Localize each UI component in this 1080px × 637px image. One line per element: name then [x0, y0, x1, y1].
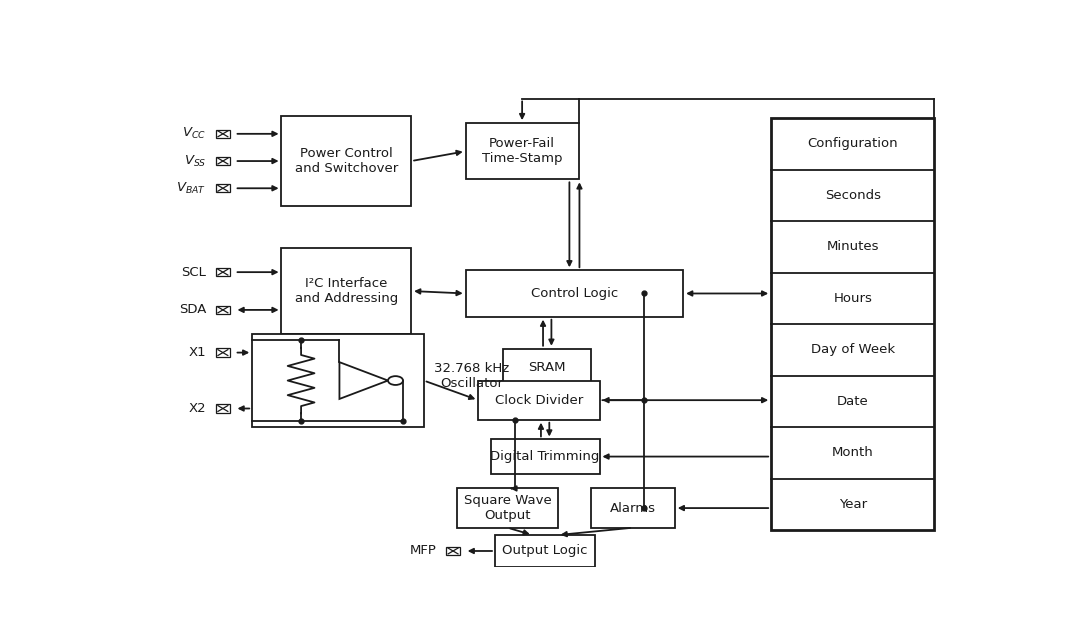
- FancyBboxPatch shape: [490, 440, 599, 474]
- Text: Seconds: Seconds: [825, 189, 880, 202]
- FancyBboxPatch shape: [216, 306, 230, 314]
- Text: $V_{SS}$: $V_{SS}$: [184, 154, 206, 169]
- Text: I²C Interface
and Addressing: I²C Interface and Addressing: [295, 277, 397, 305]
- FancyBboxPatch shape: [503, 348, 591, 385]
- Text: X2: X2: [189, 402, 206, 415]
- FancyBboxPatch shape: [771, 118, 934, 530]
- Text: Date: Date: [837, 395, 868, 408]
- FancyBboxPatch shape: [446, 547, 460, 555]
- Text: 32.768 kHz
Oscillator: 32.768 kHz Oscillator: [434, 362, 509, 390]
- FancyBboxPatch shape: [457, 489, 557, 527]
- FancyBboxPatch shape: [216, 157, 230, 165]
- Text: Configuration: Configuration: [808, 138, 899, 150]
- FancyBboxPatch shape: [591, 489, 675, 527]
- Text: MFP: MFP: [409, 545, 436, 557]
- Text: Day of Week: Day of Week: [811, 343, 895, 356]
- Text: Month: Month: [832, 447, 874, 459]
- Text: Hours: Hours: [834, 292, 873, 305]
- Text: Power-Fail
Time-Stamp: Power-Fail Time-Stamp: [482, 137, 563, 165]
- Text: Minutes: Minutes: [826, 240, 879, 254]
- Text: $V_{BAT}$: $V_{BAT}$: [176, 181, 206, 196]
- FancyBboxPatch shape: [216, 130, 230, 138]
- Text: SRAM: SRAM: [528, 361, 566, 373]
- Text: X1: X1: [189, 346, 206, 359]
- FancyBboxPatch shape: [216, 268, 230, 276]
- Text: Output Logic: Output Logic: [502, 545, 588, 557]
- Text: Clock Divider: Clock Divider: [495, 394, 583, 406]
- Text: Digital Trimming: Digital Trimming: [490, 450, 599, 463]
- Text: SDA: SDA: [179, 303, 206, 317]
- FancyBboxPatch shape: [216, 184, 230, 192]
- Text: Year: Year: [839, 498, 867, 511]
- Text: Power Control
and Switchover: Power Control and Switchover: [295, 147, 397, 175]
- Text: Square Wave
Output: Square Wave Output: [463, 494, 552, 522]
- Text: SCL: SCL: [181, 266, 206, 278]
- FancyBboxPatch shape: [282, 248, 411, 334]
- FancyBboxPatch shape: [216, 404, 230, 413]
- FancyBboxPatch shape: [465, 270, 684, 317]
- FancyBboxPatch shape: [282, 116, 411, 206]
- FancyBboxPatch shape: [253, 334, 423, 427]
- Text: $V_{CC}$: $V_{CC}$: [183, 126, 206, 141]
- FancyBboxPatch shape: [216, 348, 230, 357]
- Text: Alarms: Alarms: [610, 501, 656, 515]
- FancyBboxPatch shape: [495, 535, 595, 567]
- Text: Control Logic: Control Logic: [530, 287, 618, 300]
- FancyBboxPatch shape: [478, 380, 599, 420]
- FancyBboxPatch shape: [465, 123, 579, 180]
